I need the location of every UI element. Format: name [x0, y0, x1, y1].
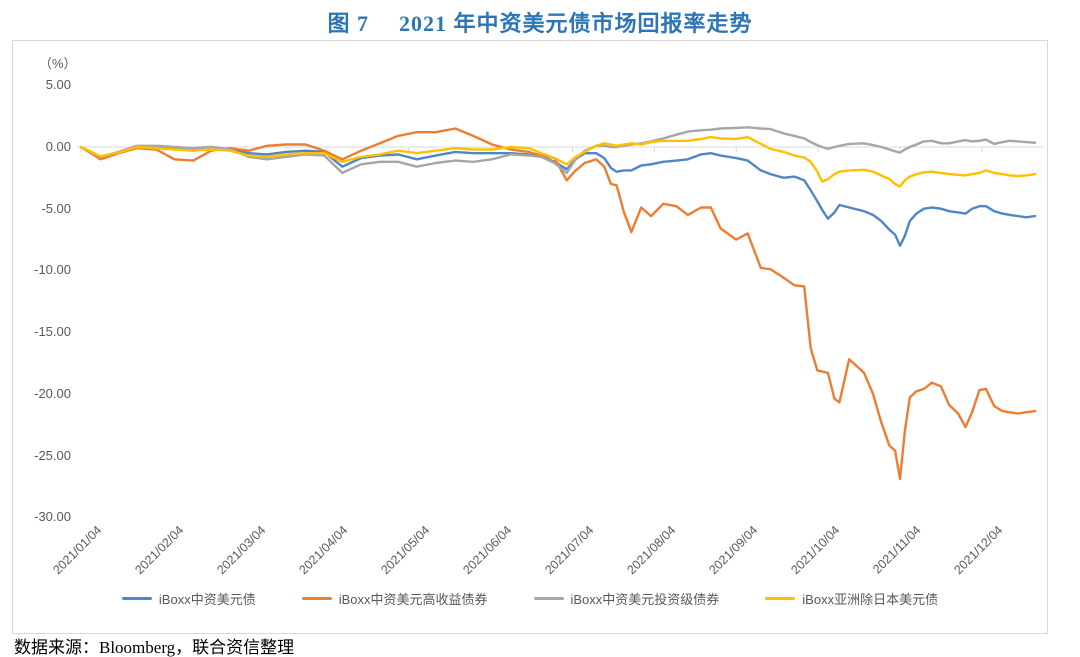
- legend-line-swatch: [301, 597, 332, 600]
- chart-area: （%） 5.00 0.00 -5.00 -10.00 -15.00 -20.00 -25.0…: [12, 40, 1048, 634]
- series-line-3: [79, 135, 1037, 188]
- y-tick-label: -5.00: [41, 200, 71, 216]
- plot-svg: [77, 126, 1043, 481]
- legend-item-2: iBoxx中资美元投资级债券: [533, 589, 720, 608]
- legend-label: iBoxx中资美元高收益债券: [338, 592, 488, 607]
- y-tick-label: -15.00: [34, 324, 71, 340]
- legend-item-3: iBoxx亚洲除日本美元债: [765, 589, 938, 608]
- figure-number: 图 7: [327, 11, 369, 36]
- series-line-0: [79, 145, 1037, 247]
- y-tick-label: 5.00: [45, 77, 71, 93]
- legend-line-swatch: [121, 597, 152, 600]
- legend-item-0: iBoxx中资美元债: [121, 589, 256, 608]
- legend-label: iBoxx亚洲除日本美元债: [802, 592, 939, 607]
- y-tick-label: -10.00: [34, 262, 71, 278]
- legend-line-swatch: [765, 597, 796, 600]
- y-tick-label: -20.00: [34, 385, 71, 401]
- series-line-1: [79, 127, 1037, 481]
- legend: iBoxx中资美元债 iBoxx中资美元高收益债券 iBoxx中资美元投资级债券 iB…: [13, 589, 1047, 608]
- figure-title-text: 2021 年中资美元债市场回报率走势: [399, 11, 753, 36]
- y-tick-label: -30.00: [34, 509, 71, 525]
- figure-title: 图 7 2021 年中资美元债市场回报率走势: [0, 6, 1080, 38]
- series-line-2: [79, 126, 1037, 175]
- legend-line-swatch: [533, 597, 564, 600]
- y-axis-unit-label: （%）: [39, 56, 77, 71]
- legend-label: iBoxx中资美元债: [158, 592, 256, 607]
- legend-item-1: iBoxx中资美元高收益债券: [301, 589, 488, 608]
- y-tick-label: -25.00: [34, 447, 71, 463]
- source-note: 数据来源：Bloomberg，联合资信整理: [14, 638, 295, 657]
- y-tick-label: 0.00: [45, 139, 71, 154]
- legend-label: iBoxx中资美元投资级债券: [570, 592, 720, 607]
